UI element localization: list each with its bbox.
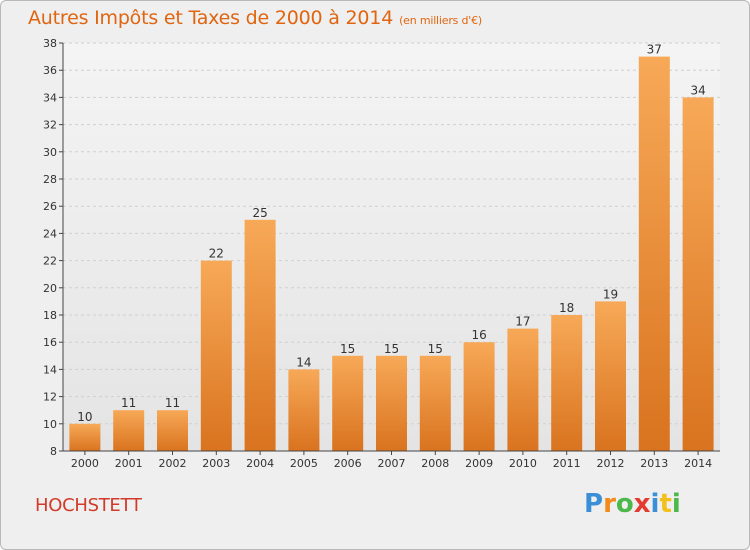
data-label-2008: 15	[428, 342, 443, 356]
data-label-2006: 15	[340, 342, 355, 356]
bar-2003	[200, 260, 232, 451]
logo-letter: x	[633, 489, 651, 519]
bar-2005	[288, 369, 320, 451]
y-tick-label: 16	[43, 336, 57, 349]
x-tick-label-2005: 2005	[290, 457, 318, 470]
data-label-2002: 11	[165, 396, 180, 410]
y-tick-label: 26	[43, 200, 57, 213]
bar-2012	[595, 301, 626, 451]
data-label-2001: 11	[121, 396, 136, 410]
x-tick-label-2007: 2007	[378, 457, 406, 470]
bar-2014	[682, 97, 714, 452]
bars	[69, 56, 714, 452]
y-tick-label: 36	[43, 64, 57, 77]
data-label-2010: 17	[515, 315, 530, 329]
x-tick-label-2003: 2003	[202, 457, 230, 470]
x-axis-ticks: 2000 2001 2002 2003 2004 2005 2006 2007 2008 2009…	[71, 451, 712, 470]
x-tick-label-2014: 2014	[684, 457, 712, 470]
bar-2002	[157, 410, 188, 451]
x-tick-label-2010: 2010	[509, 457, 537, 470]
chart-title: Autres Impôts et Taxes de 2000 à 2014 (en…	[28, 7, 482, 29]
y-tick-label: 34	[43, 91, 57, 104]
grid-lines	[63, 42, 720, 425]
y-tick-label: 14	[43, 363, 57, 376]
y-tick-label: 22	[43, 255, 57, 268]
bar-2007	[376, 355, 407, 451]
bar-2006	[332, 355, 364, 451]
data-label-2000: 10	[77, 410, 92, 424]
bar-2001	[113, 410, 145, 451]
y-tick-label: 30	[43, 146, 57, 159]
data-labels: 10 11 11 22 25 14 15 15 15 16 17 18 19 37 34	[77, 43, 705, 424]
x-tick-label-2000: 2000	[71, 457, 99, 470]
commune-name: HOCHSTETT	[35, 495, 142, 516]
logo-letter: o	[615, 489, 634, 519]
logo-letter: t	[659, 489, 672, 519]
data-label-2007: 15	[384, 342, 399, 356]
data-label-2012: 19	[603, 287, 618, 301]
y-tick-label: 10	[43, 418, 57, 431]
x-tick-label-2002: 2002	[159, 457, 187, 470]
x-tick-label-2001: 2001	[115, 457, 143, 470]
bar-2004	[244, 219, 276, 451]
x-tick-label-2008: 2008	[421, 457, 449, 470]
chart-title-text: Autres Impôts et Taxes de 2000 à 2014	[28, 7, 394, 29]
chart-subtitle: (en milliers d'€)	[399, 14, 482, 27]
y-tick-label: 18	[43, 309, 57, 322]
x-tick-label-2013: 2013	[640, 457, 668, 470]
data-label-2003: 22	[209, 247, 224, 261]
y-tick-label: 38	[43, 37, 57, 50]
logo-letter: i	[650, 489, 660, 519]
bar-2013	[638, 56, 670, 451]
data-label-2005: 14	[296, 355, 311, 369]
data-label-2004: 25	[252, 206, 267, 220]
bar-2009	[463, 342, 495, 451]
data-label-2009: 16	[471, 328, 486, 342]
bar-2000	[69, 423, 101, 451]
y-tick-label: 28	[43, 173, 57, 186]
logo-letter: i	[671, 489, 681, 519]
logo-letter: P	[584, 489, 604, 519]
logo-letter: r	[603, 489, 616, 519]
proxiti-logo: Proxiti	[584, 489, 681, 519]
y-tick-label: 24	[43, 227, 57, 240]
x-tick-label-2009: 2009	[465, 457, 493, 470]
y-axis-ticks: 8 10 12 14 16 18 20 22 24 26 28 30 32 34 36 38	[43, 37, 63, 458]
y-tick-label: 32	[43, 119, 57, 132]
bar-2010	[507, 328, 539, 451]
x-tick-label-2006: 2006	[334, 457, 362, 470]
x-tick-label-2004: 2004	[246, 457, 274, 470]
data-label-2011: 18	[559, 301, 574, 315]
data-label-2013: 37	[647, 43, 662, 57]
y-tick-label: 8	[50, 445, 57, 458]
bar-2008	[419, 355, 451, 451]
x-tick-label-2012: 2012	[597, 457, 625, 470]
x-tick-label-2011: 2011	[553, 457, 581, 470]
y-tick-label: 12	[43, 391, 57, 404]
y-tick-label: 20	[43, 282, 57, 295]
data-label-2014: 34	[690, 83, 705, 97]
bar-2011	[551, 315, 583, 451]
